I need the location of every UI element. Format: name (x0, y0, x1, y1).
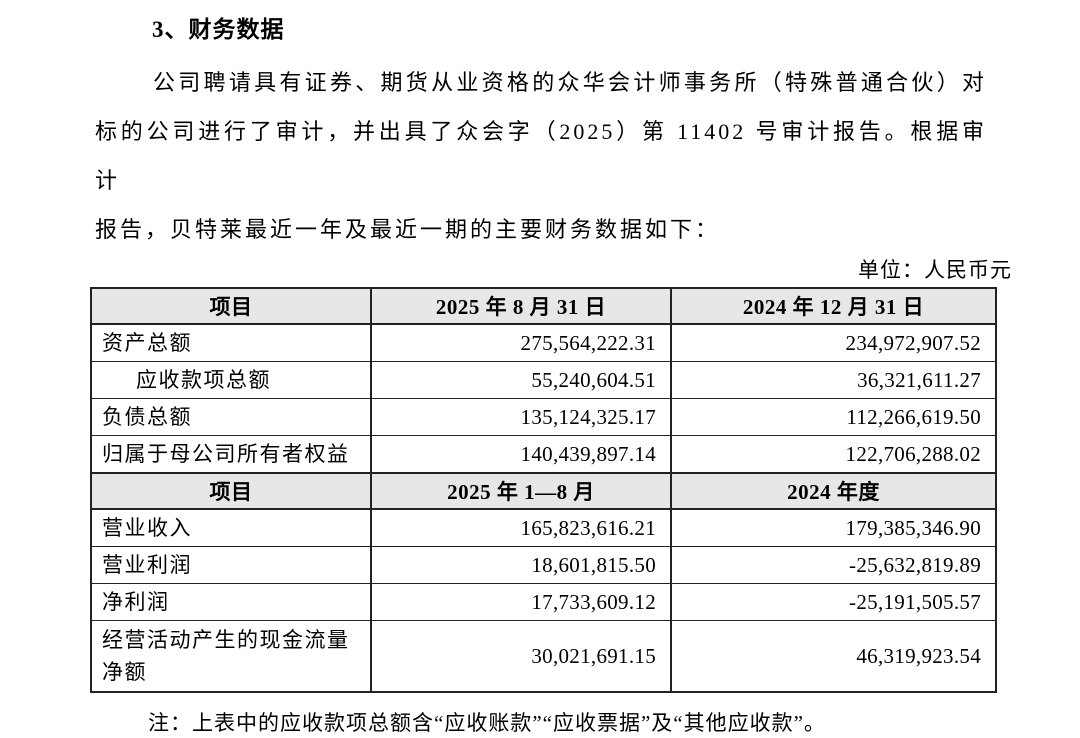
table-row-revenue: 营业收入 165,823,616.21 179,385,346.90 (90, 508, 997, 547)
table-row-total-assets: 资产总额 275,564,222.31 234,972,907.52 (90, 323, 997, 362)
row-value-1: 135,124,325.17 (370, 398, 672, 436)
audit-paragraph: 公司聘请具有证券、期货从业资格的众华会计师事务所（特殊普通合伙）对 标的公司进行… (95, 58, 987, 254)
row-value-1: 18,601,815.50 (370, 546, 672, 584)
row-label: 营业收入 (90, 508, 372, 547)
row-value-1: 165,823,616.21 (370, 508, 672, 547)
row-value-2: 122,706,288.02 (670, 435, 997, 474)
row-value-1: 30,021,691.15 (370, 620, 672, 693)
paragraph-line-3: 报告，贝特莱最近一年及最近一期的主要财务数据如下： (95, 217, 721, 242)
table-header-row-balance: 项目 2025 年 8 月 31 日 2024 年 12 月 31 日 (90, 287, 997, 325)
row-label: 资产总额 (90, 323, 372, 362)
row-label: 归属于母公司所有者权益 (90, 435, 372, 474)
row-label: 营业利润 (90, 546, 372, 584)
row-value-2: 179,385,346.90 (670, 508, 997, 547)
financial-data-table: 项目 2025 年 8 月 31 日 2024 年 12 月 31 日 资产总额… (90, 287, 997, 693)
header-cell-period-2025: 2025 年 1—8 月 (370, 472, 672, 510)
row-value-2: -25,632,819.89 (670, 546, 997, 584)
row-value-1: 55,240,604.51 (370, 361, 672, 399)
row-label: 负债总额 (90, 398, 372, 436)
table-header-row-income: 项目 2025 年 1—8 月 2024 年度 (90, 472, 997, 510)
header-cell-item: 项目 (90, 472, 372, 510)
document-page: 3、财务数据 公司聘请具有证券、期货从业资格的众华会计师事务所（特殊普通合伙）对… (0, 14, 1080, 735)
header-cell-period-2024: 2024 年度 (670, 472, 997, 510)
row-label: 应收款项总额 (90, 361, 372, 399)
section-title: 3、财务数据 (152, 17, 285, 42)
row-label: 净利润 (90, 583, 372, 621)
table-row-parent-equity: 归属于母公司所有者权益 140,439,897.14 122,706,288.0… (90, 435, 997, 474)
table-row-operating-profit: 营业利润 18,601,815.50 -25,632,819.89 (90, 546, 997, 584)
table-row-total-liabilities: 负债总额 135,124,325.17 112,266,619.50 (90, 398, 997, 436)
row-value-1: 140,439,897.14 (370, 435, 672, 474)
table-row-net-profit: 净利润 17,733,609.12 -25,191,505.57 (90, 583, 997, 621)
unit-label: 单位：人民币元 (858, 258, 1012, 282)
row-value-2: -25,191,505.57 (670, 583, 997, 621)
table-row-total-receivables: 应收款项总额 55,240,604.51 36,321,611.27 (90, 361, 997, 399)
table-row-operating-cashflow: 经营活动产生的现金流量净额 30,021,691.15 46,319,923.5… (90, 620, 997, 693)
header-cell-date-2025: 2025 年 8 月 31 日 (370, 287, 672, 325)
row-value-2: 112,266,619.50 (670, 398, 997, 436)
row-value-1: 17,733,609.12 (370, 583, 672, 621)
paragraph-line-2: 标的公司进行了审计，并出具了众会字（2025）第 11402 号审计报告。根据审… (95, 119, 987, 193)
row-value-2: 234,972,907.52 (670, 323, 997, 362)
row-value-2: 36,321,611.27 (670, 361, 997, 399)
header-cell-item: 项目 (90, 287, 372, 325)
row-label: 经营活动产生的现金流量净额 (90, 620, 372, 693)
row-value-1: 275,564,222.31 (370, 323, 672, 362)
row-value-2: 46,319,923.54 (670, 620, 997, 693)
footnote: 注：上表中的应收款项总额含“应收账款”“应收票据”及“其他应收款”。 (148, 711, 826, 735)
paragraph-line-1: 公司聘请具有证券、期货从业资格的众华会计师事务所（特殊普通合伙）对 (153, 70, 987, 95)
header-cell-date-2024: 2024 年 12 月 31 日 (670, 287, 997, 325)
